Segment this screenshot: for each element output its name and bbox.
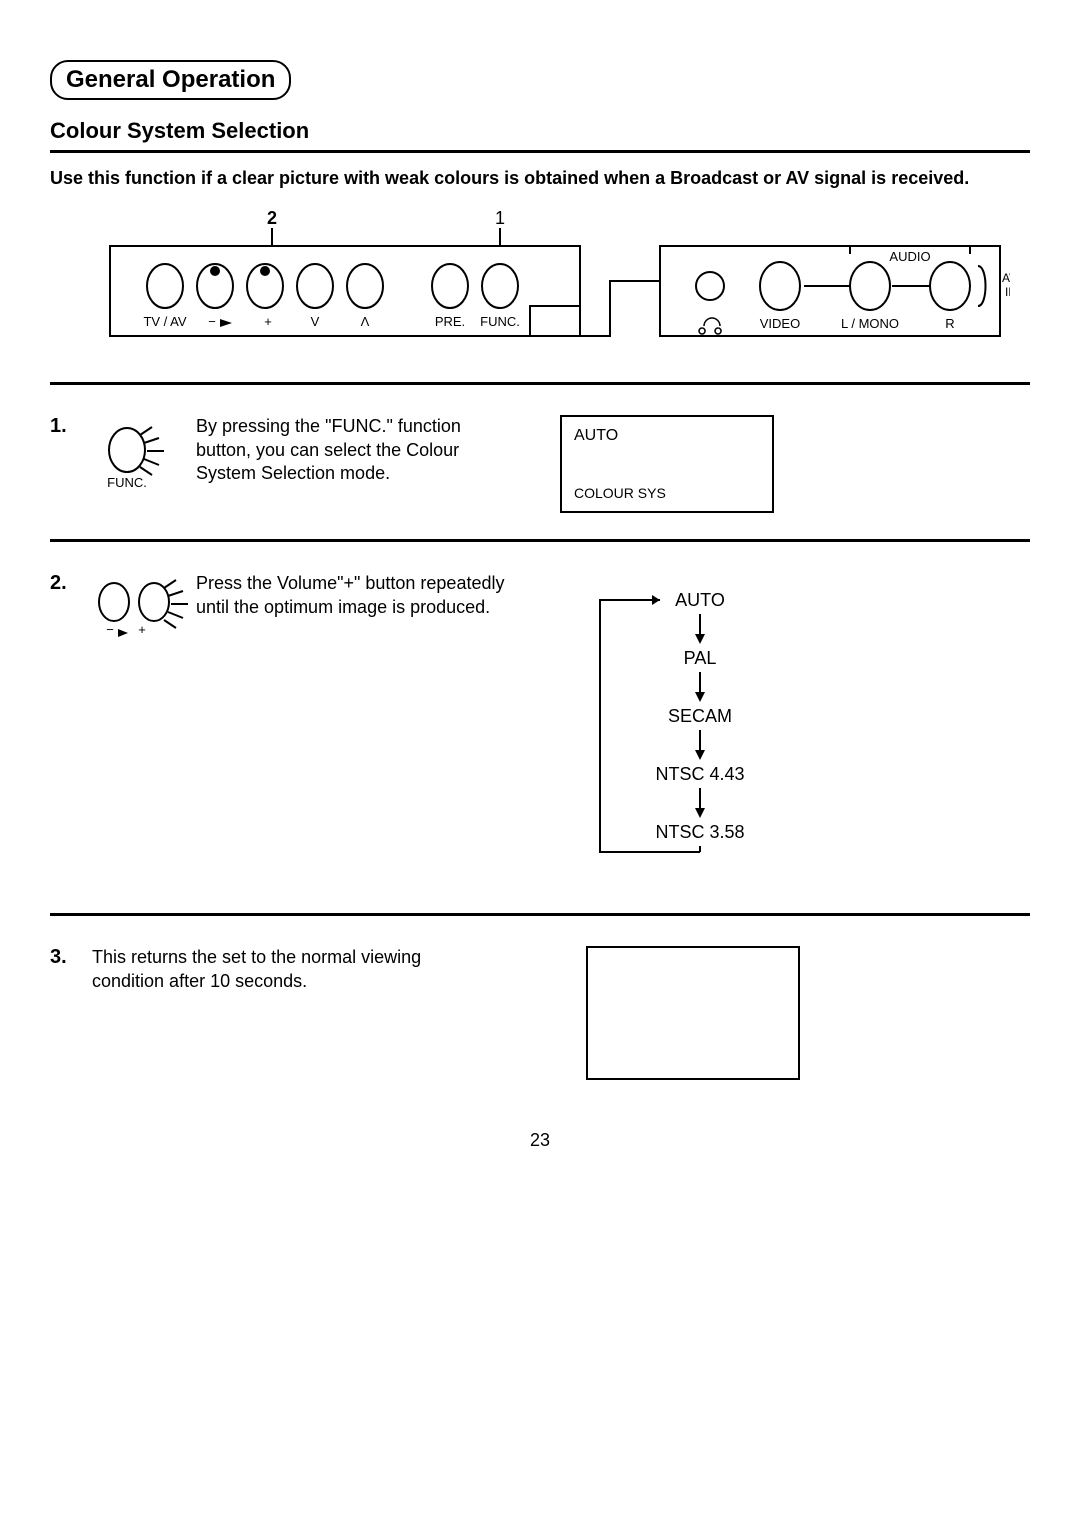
lmono-label: L / MONO (841, 316, 899, 331)
press-lines-icon (164, 580, 188, 628)
speaker-icon (220, 319, 232, 327)
divider-2 (50, 539, 1030, 542)
callout-1: 1 (495, 208, 505, 228)
speaker-icon (118, 629, 128, 637)
step-2-icon: − + (92, 572, 182, 657)
step-1-text: By pressing the "FUNC." function button,… (196, 415, 516, 485)
cycle-item-0: AUTO (675, 590, 725, 610)
btn-label-func: FUNC. (480, 314, 520, 329)
func-icon-label: FUNC. (107, 475, 147, 490)
vol-plus-icon-label: + (138, 622, 146, 637)
page-title-pill: General Operation (50, 60, 291, 100)
divider-1 (50, 382, 1030, 385)
section-heading: Colour System Selection (50, 118, 1030, 153)
vol-minus-icon-label: − (106, 622, 114, 637)
blank-screen-box (586, 946, 800, 1080)
step-3-text: This returns the set to the normal viewi… (92, 946, 492, 993)
btn-label-minus: − (208, 314, 216, 329)
av2-in-label: IN (1005, 285, 1010, 299)
page-number: 23 (50, 1130, 1030, 1151)
video-label: VIDEO (760, 316, 800, 331)
osd-auto-label: AUTO (562, 417, 772, 475)
cycle-item-4: NTSC 3.58 (655, 822, 744, 842)
press-lines-icon (140, 427, 164, 475)
step-1-icon: FUNC. (92, 415, 182, 500)
btn-label-pre: PRE. (435, 314, 465, 329)
step-1-number: 1. (50, 415, 78, 438)
front-panel-diagram: 2 1 TV / AV − + V Λ PRE. FUNC. AUDIO AV2… (50, 206, 1030, 356)
audio-group-label: AUDIO (889, 249, 930, 264)
osd-coloursys-label: COLOUR SYS (562, 475, 772, 511)
colour-cycle-diagram: AUTO PAL SECAM NTSC 4.43 NTSC 3.58 (560, 572, 800, 882)
step-3-number: 3. (50, 946, 78, 969)
headphone-icon (699, 318, 721, 334)
r-label: R (945, 316, 954, 331)
divider-3 (50, 913, 1030, 916)
btn-label-plus: + (264, 314, 272, 329)
callout-2: 2 (267, 208, 277, 228)
step-3: 3. This returns the set to the normal vi… (50, 946, 1030, 1080)
btn-label-chup: Λ (361, 314, 370, 329)
step-1: 1. FUNC. By pressing the "FUNC." functio… (50, 415, 1030, 513)
cycle-item-3: NTSC 4.43 (655, 764, 744, 784)
av2-label: AV2 (1002, 271, 1010, 285)
step-2-text: Press the Volume"+" button repeatedly un… (196, 572, 516, 619)
step-2-number: 2. (50, 572, 78, 595)
osd-box-step1: AUTO COLOUR SYS (560, 415, 774, 513)
step-2: 2. − + Press the Volume"+" button repeat… (50, 572, 1030, 887)
btn-label-tvav: TV / AV (143, 314, 186, 329)
cycle-item-1: PAL (684, 648, 717, 668)
btn-label-chdown: V (311, 314, 320, 329)
cycle-item-2: SECAM (668, 706, 732, 726)
intro-text: Use this function if a clear picture wit… (50, 167, 1030, 190)
panel-buttons-left (147, 264, 518, 308)
